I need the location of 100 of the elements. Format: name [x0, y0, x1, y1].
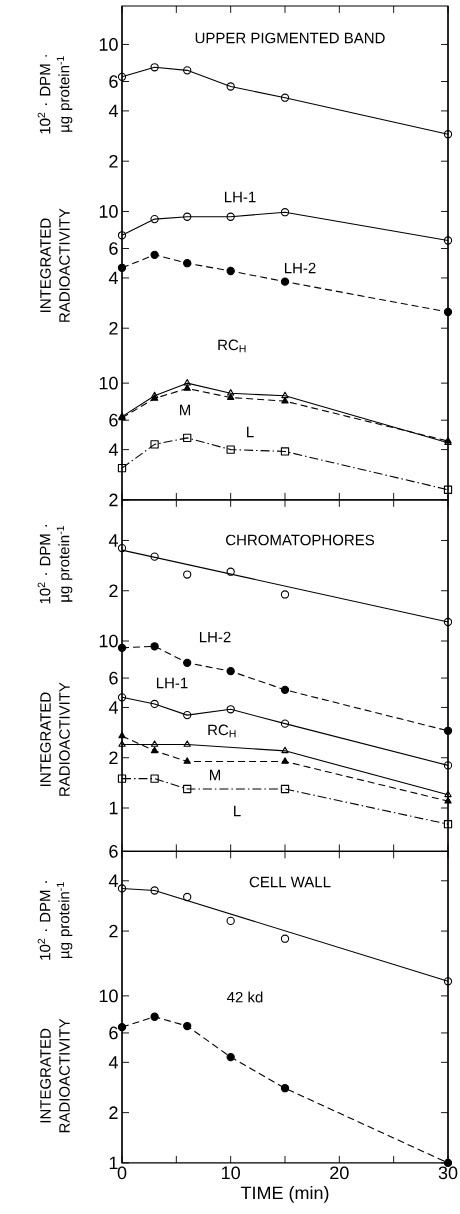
point: [443, 485, 453, 494]
point: [183, 1021, 192, 1031]
y-tick-label: 10: [99, 634, 118, 648]
point: [150, 63, 159, 72]
point: [443, 617, 453, 627]
y-axis-title: INTEGRATED RADIOACTIVITY: [40, 208, 70, 322]
series-label: CHROMATOPHORES: [226, 534, 375, 546]
y-tick-label: 1: [109, 1156, 118, 1170]
y-tick-label: 4: [108, 701, 118, 714]
y-tick-label: 10: [99, 38, 118, 51]
series-label: M: [179, 404, 191, 416]
point: [226, 1052, 235, 1062]
y-tick-label: 10: [99, 989, 118, 1003]
point: [280, 208, 290, 217]
series-label: LH-2: [284, 262, 316, 274]
x-axis-title: TIME (min): [240, 1186, 329, 1203]
point: [183, 378, 191, 386]
point: [281, 757, 289, 764]
x-tick-label: 10: [222, 1166, 240, 1180]
point: [150, 1012, 159, 1021]
y-tick-label: 10: [99, 376, 118, 390]
point: [226, 212, 235, 221]
point: [226, 667, 235, 676]
point: [280, 719, 290, 728]
series-label: L: [234, 805, 241, 817]
point: [183, 570, 192, 579]
series-label: L: [247, 426, 254, 438]
y-tick-label: 2: [109, 321, 118, 335]
y-tick-label: 6: [109, 671, 118, 685]
point: [444, 790, 452, 798]
series-label: LH-1: [224, 191, 256, 203]
y-tick-label: 6: [109, 1026, 118, 1040]
point: [280, 685, 290, 694]
point: [150, 440, 159, 449]
y-axis-title: INTEGRATED RADIOACTIVITY: [40, 1018, 70, 1133]
text: RC$_{H}$: [218, 339, 246, 353]
point: [150, 214, 159, 224]
series-label: M: [209, 769, 221, 781]
point: [183, 433, 192, 443]
y-tick-label: 2: [109, 1106, 118, 1119]
y-tick-label: 4: [108, 874, 118, 887]
point: [443, 236, 453, 245]
point: [281, 397, 289, 404]
point: [280, 590, 290, 599]
point: [280, 93, 290, 102]
point: [281, 746, 289, 754]
text: 42 kd: [227, 991, 263, 1003]
point: [280, 447, 290, 456]
point: [443, 130, 453, 139]
y-tick-label: 6: [109, 242, 118, 255]
point: [183, 757, 191, 764]
y-tick-label: 4: [108, 443, 118, 456]
point: [150, 552, 159, 561]
point: [183, 710, 192, 720]
y-tick-label: 2: [109, 751, 118, 765]
series-label: LH-2: [199, 631, 231, 643]
y-tick-label: 2: [109, 584, 118, 598]
series-label: LH-1: [156, 677, 188, 689]
point: [117, 693, 127, 702]
point: [150, 740, 159, 747]
point: [183, 892, 192, 902]
x-tick-label: 20: [330, 1166, 349, 1180]
point: [183, 259, 192, 268]
point: [117, 543, 127, 553]
point: [150, 699, 159, 709]
series-label: UPPER PIGMENTED BAND: [195, 32, 385, 44]
point: [226, 916, 235, 926]
point: [443, 977, 453, 986]
y-tick-label: 2: [109, 924, 118, 938]
point: [280, 784, 290, 794]
y-tick-label: 6: [109, 75, 118, 88]
point: [183, 212, 192, 221]
point: [117, 774, 127, 783]
point: [117, 463, 127, 473]
point: [227, 389, 235, 396]
point: [183, 66, 192, 75]
point: [150, 774, 159, 783]
point: [280, 277, 290, 286]
x-tick-label: 30: [438, 1166, 458, 1180]
point: [117, 884, 127, 893]
point: [183, 740, 191, 747]
point: [443, 761, 453, 770]
point: [117, 231, 127, 240]
series-label: RC$_{H}$: [208, 724, 236, 738]
y-tick-label: 6: [109, 845, 118, 858]
point: [150, 746, 159, 754]
y-tick-label: 1: [109, 801, 118, 815]
y-tick-label: 4: [108, 104, 118, 118]
point: [281, 391, 289, 399]
point: [183, 658, 192, 667]
point: [280, 934, 290, 943]
y-tick-label: 6: [109, 413, 118, 427]
y-axis-title: INTEGRATED RADIOACTIVITY: [40, 682, 70, 796]
point: [150, 886, 159, 895]
point: [280, 1084, 290, 1093]
point: [118, 740, 126, 747]
point: [226, 82, 235, 91]
y-tick-label: 10: [99, 205, 118, 218]
point: [226, 445, 235, 454]
point: [226, 266, 235, 276]
